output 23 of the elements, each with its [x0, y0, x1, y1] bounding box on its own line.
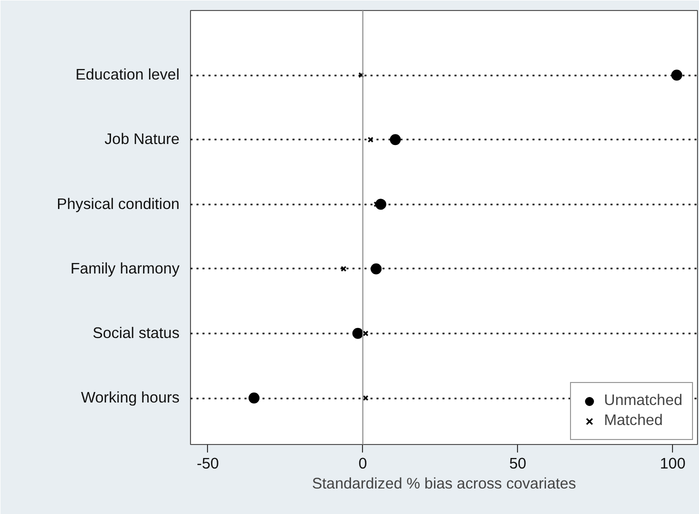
- point: [352, 328, 364, 339]
- y-tick-label: Social status: [92, 324, 180, 342]
- point: [671, 70, 682, 81]
- x-tick-label: 0: [358, 456, 368, 472]
- point: [362, 330, 369, 336]
- point: [368, 136, 374, 143]
- point: [340, 266, 347, 272]
- point: [370, 263, 382, 274]
- x-tick-label: 100: [660, 456, 686, 472]
- legend-label: Matched: [604, 412, 664, 430]
- point: [362, 395, 369, 401]
- y-tick-label: Family harmony: [70, 260, 180, 278]
- x-axis-title: Standardized % bias across covariates: [312, 476, 576, 492]
- y-tick-label: Physical condition: [56, 196, 180, 213]
- y-tick-label: Working hours: [80, 390, 180, 406]
- y-tick-label: Education level: [76, 66, 180, 84]
- x-tick-label: -50: [196, 456, 219, 472]
- point: [358, 72, 364, 78]
- point: [390, 134, 401, 146]
- y-tick-label: Job Nature: [104, 131, 180, 148]
- legend-label: Unmatched: [604, 392, 684, 410]
- point: [248, 392, 260, 404]
- x-tick-label: 50: [509, 456, 526, 472]
